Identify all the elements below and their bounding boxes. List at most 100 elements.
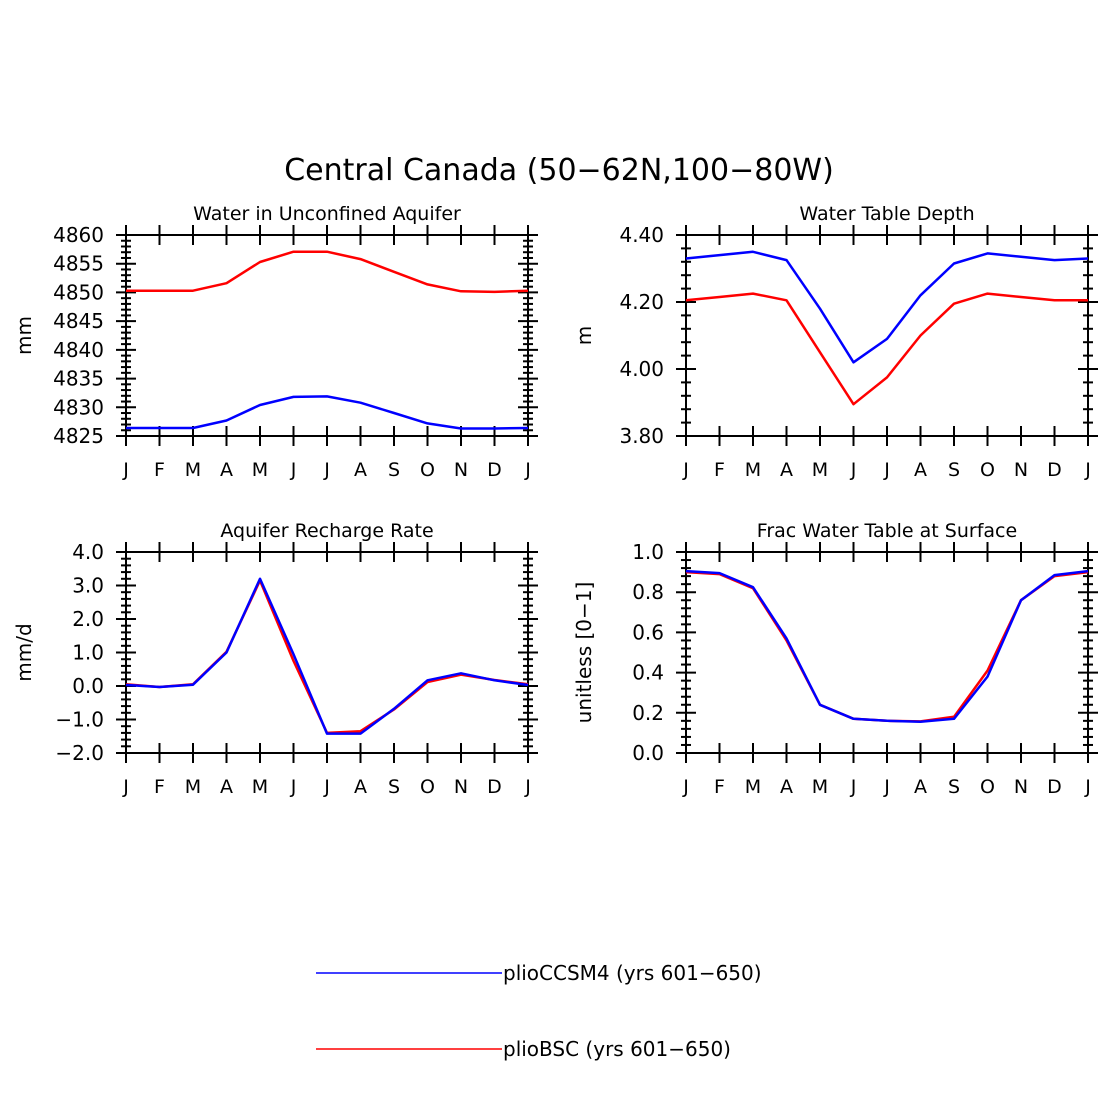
series-line-pliobsc [125,579,529,735]
y-tick-label: 4840 [53,338,104,362]
x-tick-label: J [524,776,531,798]
y-tick-label: 0.0 [72,674,104,698]
x-tick-label: M [185,776,201,798]
y-tick-label: 4830 [53,395,104,419]
x-tick-label: J [1084,776,1091,798]
series-line-pliocsm4 [125,577,529,735]
plot-frame [685,551,1089,754]
x-tick-label: D [1047,459,1062,481]
x-tick-label: J [524,459,531,481]
x-tick-label: O [980,459,995,481]
x-tick-label: S [948,776,960,798]
series-line-pliobsc [126,250,529,294]
y-tick-label: 0.6 [632,620,664,644]
y-tick-label: −1.0 [55,708,104,732]
plot-frame [125,234,529,437]
legend-label-pliocsm4: plioCCSM4 (yrs 601−650) [503,961,762,985]
x-tick-label: A [220,459,233,481]
y-axis-label: mm/d [12,623,36,681]
x-tick-label: S [948,459,960,481]
y-axis-label: mm [12,316,36,355]
x-tick-label: M [252,776,268,798]
x-tick-label: M [745,459,761,481]
y-axis-label: m [572,326,596,345]
x-tick-label: F [154,776,165,798]
x-tick-label: A [780,459,793,481]
y-tick-label: 4835 [53,367,104,391]
x-tick-label: J [850,776,857,798]
series-line-pliobsc [685,292,1088,406]
y-tick-label: 1.0 [72,641,104,665]
x-tick-label: F [714,459,725,481]
x-tick-label: A [220,776,233,798]
x-tick-label: A [780,776,793,798]
y-tick-label: 4845 [53,309,104,333]
x-tick-label: J [122,459,129,481]
y-tick-label: 1.0 [632,540,664,564]
y-tick-label: 3.0 [72,574,104,598]
x-tick-label: N [454,459,468,481]
x-tick-label: S [388,776,400,798]
y-tick-label: 0.0 [632,741,664,765]
panel-3: Aquifer Recharge Rate mm/d −2.0 −1.0 0.0 1.0 2… [12,520,538,798]
y-tick-label: 4850 [53,280,104,304]
x-tick-label: D [1047,776,1062,798]
x-tick-label: A [354,459,367,481]
y-tick-label: 4.00 [619,357,664,381]
x-tick-label: S [388,459,400,481]
y-tick-label: 4855 [53,252,104,276]
figure-title: Central Canada (50−62N,100−80W) [284,153,834,188]
y-tick-label: 4860 [53,223,104,247]
panel-title: Water in Unconfined Aquifer [193,203,461,225]
x-tick-label: F [154,459,165,481]
y-axis-label: unitless [0−1] [572,582,596,724]
x-tick-label: M [252,459,268,481]
legend: plioCCSM4 (yrs 601−650) plioBSC (yrs 601… [316,961,762,1061]
y-tick-label: 0.2 [632,701,664,725]
y-tick-label: 4.20 [619,290,664,314]
x-tick-label: J [850,459,857,481]
y-tick-label: 4825 [53,424,104,448]
legend-label-pliobsc: plioBSC (yrs 601−650) [503,1037,731,1061]
panels: Water in Unconfined Aquifer mm 4825 4830 483… [12,203,1098,798]
x-tick-label: A [354,776,367,798]
panel-title: Frac Water Table at Surface [757,520,1017,542]
y-tick-label: 4.0 [72,540,104,564]
x-tick-label: A [914,776,927,798]
x-tick-label: J [682,459,689,481]
x-tick-label: J [323,776,330,798]
panel-4: Frac Water Table at Surface unitless [0−1… [572,520,1098,798]
y-tick-label: 4.40 [619,223,664,247]
x-tick-label: J [323,459,330,481]
x-tick-label: F [714,776,725,798]
plot-frame [125,551,529,754]
x-tick-label: O [420,776,435,798]
x-tick-label: N [1014,776,1028,798]
y-tick-label: 3.80 [619,424,664,448]
x-tick-label: J [682,776,689,798]
y-tick-label: 2.0 [72,607,104,631]
x-tick-label: J [883,776,890,798]
x-tick-label: J [1084,459,1091,481]
x-tick-label: M [812,776,828,798]
x-tick-label: J [122,776,129,798]
x-tick-label: N [1014,459,1028,481]
y-tick-label: −2.0 [55,741,104,765]
y-tick-label: 0.8 [632,580,664,604]
panel-title: Aquifer Recharge Rate [220,520,433,542]
x-tick-label: D [487,459,502,481]
panel-1: Water in Unconfined Aquifer mm 4825 4830 483… [12,203,538,481]
series-line-pliocsm4 [685,250,1089,364]
plot-frame [685,234,1089,437]
x-tick-label: O [980,776,995,798]
x-tick-label: J [290,776,297,798]
series-line-pliocsm4 [126,395,529,430]
x-tick-label: O [420,459,435,481]
x-tick-label: D [487,776,502,798]
x-tick-label: A [914,459,927,481]
series-line-pliocsm4 [685,569,1089,724]
x-tick-label: N [454,776,468,798]
x-tick-label: M [812,459,828,481]
